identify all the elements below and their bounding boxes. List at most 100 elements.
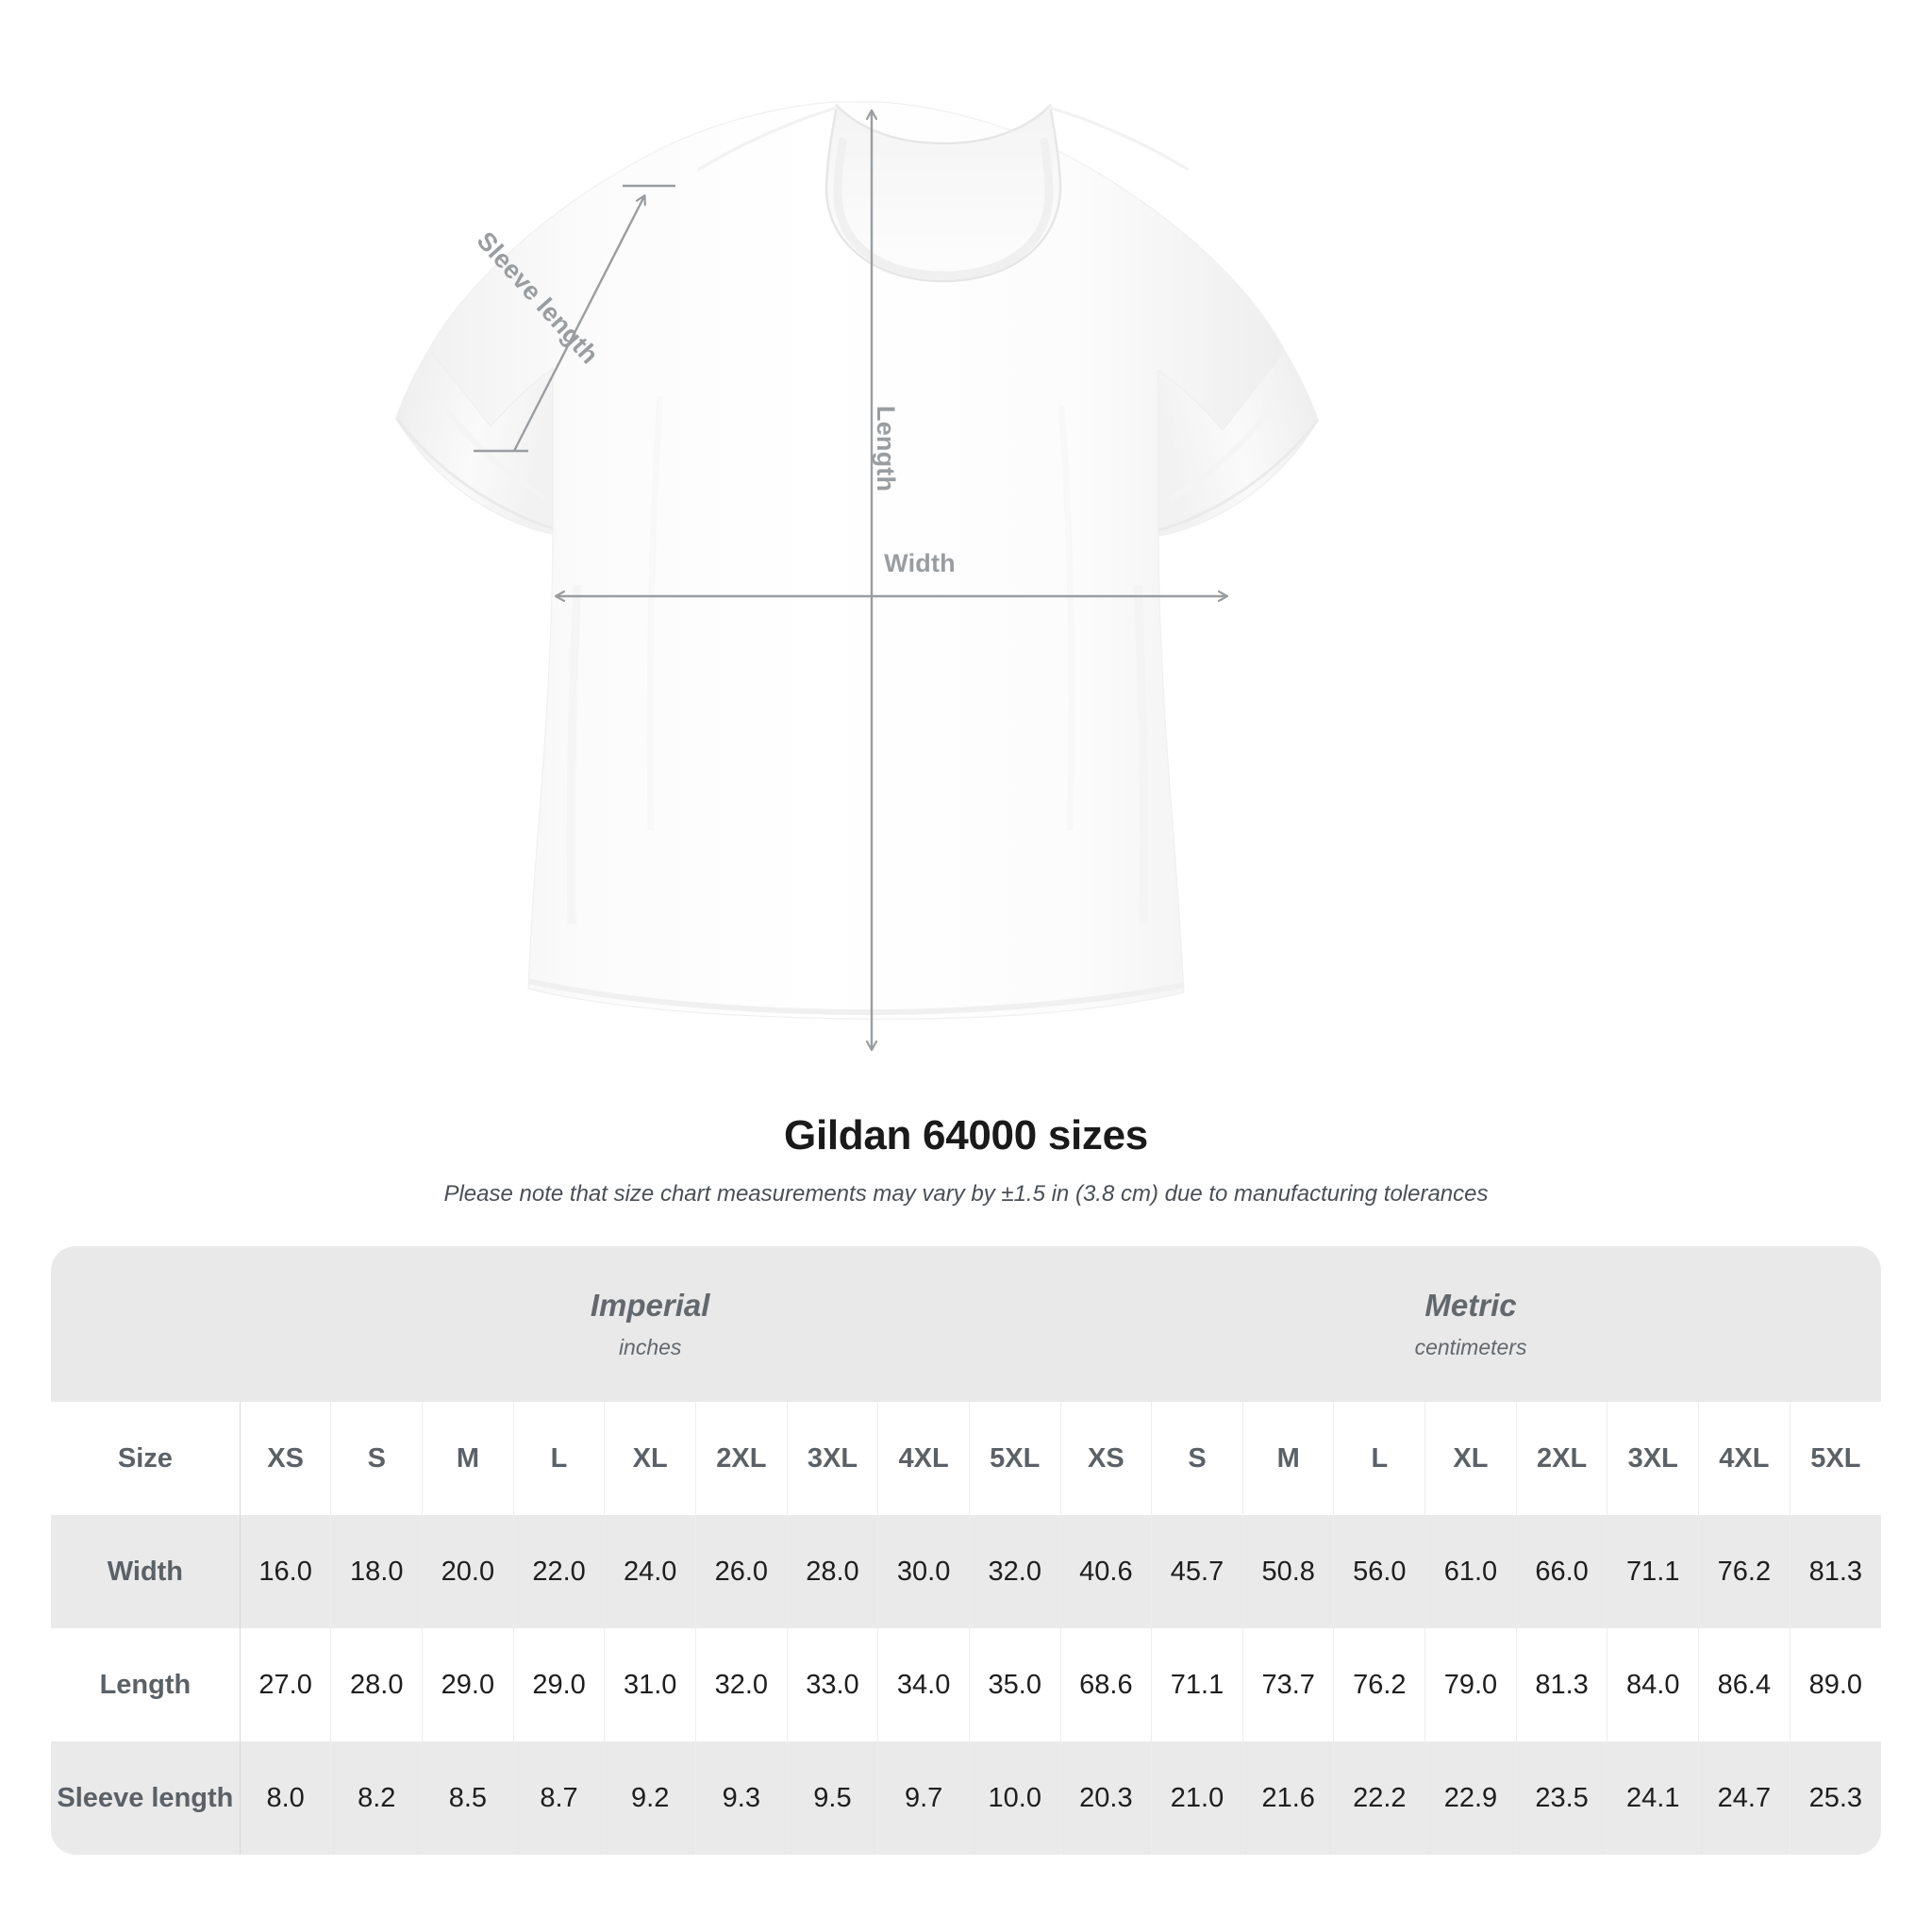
cell-width-metric-xl: 61.0 <box>1424 1515 1517 1629</box>
cell-length-metric-5xl: 89.0 <box>1790 1628 1881 1742</box>
size-chart-table: Imperial inches Metric centimeters Size … <box>51 1246 1881 1856</box>
cell-width-metric-s: 45.7 <box>1151 1515 1243 1629</box>
cell-width-metric-3xl: 71.1 <box>1607 1515 1700 1629</box>
table-row: Length 27.0 28.0 29.0 29.0 31.0 32.0 33.… <box>51 1628 1881 1742</box>
size-col-imperial-2xl: 2XL <box>695 1402 788 1516</box>
size-col-metric-2xl: 2XL <box>1516 1402 1608 1516</box>
cell-length-metric-2xl: 81.3 <box>1516 1628 1608 1742</box>
cell-sleeve-imperial-xl: 9.2 <box>604 1741 696 1856</box>
cell-width-metric-2xl: 66.0 <box>1516 1515 1608 1629</box>
cell-length-imperial-m: 29.0 <box>422 1628 514 1742</box>
size-col-imperial-l: L <box>513 1402 606 1516</box>
cell-length-imperial-4xl: 34.0 <box>877 1628 970 1742</box>
table-row: Sleeve length 8.0 8.2 8.5 8.7 9.2 9.3 9.… <box>51 1741 1881 1856</box>
size-col-imperial-3xl: 3XL <box>787 1402 879 1516</box>
cell-length-imperial-5xl: 35.0 <box>969 1628 1061 1742</box>
cell-length-metric-3xl: 84.0 <box>1607 1628 1700 1742</box>
size-col-imperial-xl: XL <box>604 1402 696 1516</box>
cell-length-imperial-2xl: 32.0 <box>695 1628 788 1742</box>
size-col-metric-5xl: 5XL <box>1790 1402 1881 1516</box>
cell-width-imperial-m: 20.0 <box>422 1515 514 1629</box>
cell-length-metric-m: 73.7 <box>1242 1628 1335 1742</box>
size-col-metric-3xl: 3XL <box>1607 1402 1700 1516</box>
cell-sleeve-imperial-5xl: 10.0 <box>969 1741 1061 1856</box>
cell-width-imperial-xs: 16.0 <box>240 1515 332 1629</box>
cell-length-imperial-xl: 31.0 <box>604 1628 696 1742</box>
tshirt-body-shape <box>394 101 1320 1020</box>
title-block: Gildan 64000 sizes Please note that size… <box>0 1112 1932 1208</box>
unit-group-imperial-name: Imperial <box>590 1287 710 1323</box>
unit-group-imperial: Imperial inches <box>240 1246 1061 1403</box>
cell-width-metric-5xl: 81.3 <box>1790 1515 1881 1629</box>
cell-sleeve-metric-2xl: 23.5 <box>1516 1741 1608 1856</box>
cell-sleeve-metric-xl: 22.9 <box>1424 1741 1517 1856</box>
cell-width-imperial-l: 22.0 <box>513 1515 606 1629</box>
cell-length-imperial-3xl: 33.0 <box>787 1628 879 1742</box>
tshirt-illustration: Width Length Sleeve length <box>394 101 1320 1113</box>
unit-group-header-row: Imperial inches Metric centimeters <box>51 1246 1881 1403</box>
cell-sleeve-imperial-xs: 8.0 <box>240 1741 332 1856</box>
tshirt-diagram <box>394 101 1320 1113</box>
unit-group-metric: Metric centimeters <box>1060 1246 1881 1403</box>
size-col-imperial-m: M <box>422 1402 514 1516</box>
size-col-metric-xl: XL <box>1424 1402 1517 1516</box>
cell-length-metric-4xl: 86.4 <box>1698 1628 1790 1742</box>
row-label-sleeve-length: Sleeve length <box>51 1741 241 1856</box>
cell-sleeve-imperial-m: 8.5 <box>422 1741 514 1856</box>
size-col-imperial-s: S <box>330 1402 424 1516</box>
cell-length-imperial-s: 28.0 <box>330 1628 424 1742</box>
cell-sleeve-imperial-2xl: 9.3 <box>695 1741 788 1856</box>
cell-sleeve-metric-m: 21.6 <box>1242 1741 1335 1856</box>
size-col-imperial-4xl: 4XL <box>877 1402 970 1516</box>
cell-sleeve-imperial-l: 8.7 <box>513 1741 606 1856</box>
measurement-guides <box>474 111 1226 1049</box>
cell-sleeve-imperial-3xl: 9.5 <box>787 1741 879 1856</box>
cell-length-metric-s: 71.1 <box>1151 1628 1243 1742</box>
cell-width-metric-m: 50.8 <box>1242 1515 1335 1629</box>
sleeve-measure-arrow <box>512 196 644 452</box>
cell-width-imperial-4xl: 30.0 <box>877 1515 970 1629</box>
cell-sleeve-metric-4xl: 24.7 <box>1698 1741 1790 1856</box>
tolerance-note: Please note that size chart measurements… <box>443 1181 1489 1208</box>
cell-sleeve-metric-5xl: 25.3 <box>1790 1741 1881 1856</box>
cell-sleeve-imperial-4xl: 9.7 <box>877 1741 970 1856</box>
size-header-label: Size <box>51 1402 241 1516</box>
size-col-metric-m: M <box>1242 1402 1335 1516</box>
size-col-imperial-xs: XS <box>240 1402 332 1516</box>
cell-sleeve-metric-3xl: 24.1 <box>1607 1741 1700 1856</box>
size-col-imperial-5xl: 5XL <box>969 1402 1061 1516</box>
cell-sleeve-metric-s: 21.0 <box>1151 1741 1243 1856</box>
cell-sleeve-metric-l: 22.2 <box>1333 1741 1426 1856</box>
unit-group-metric-name: Metric <box>1424 1287 1517 1323</box>
cell-sleeve-imperial-s: 8.2 <box>330 1741 424 1856</box>
cell-width-imperial-xl: 24.0 <box>604 1515 696 1629</box>
cell-width-metric-xs: 40.6 <box>1060 1515 1153 1629</box>
cell-length-metric-xs: 68.6 <box>1060 1628 1153 1742</box>
cell-length-metric-xl: 79.0 <box>1424 1628 1517 1742</box>
unit-group-imperial-sub: inches <box>618 1335 682 1360</box>
size-col-metric-l: L <box>1333 1402 1426 1516</box>
width-dimension-label: Width <box>884 549 956 577</box>
row-label-length: Length <box>51 1628 241 1742</box>
cell-width-imperial-3xl: 28.0 <box>787 1515 879 1629</box>
cell-length-imperial-l: 29.0 <box>513 1628 606 1742</box>
unit-band-spacer <box>51 1246 241 1403</box>
cell-width-metric-l: 56.0 <box>1333 1515 1426 1629</box>
cell-width-imperial-2xl: 26.0 <box>695 1515 788 1629</box>
cell-width-imperial-5xl: 32.0 <box>969 1515 1061 1629</box>
unit-group-metric-sub: centimeters <box>1414 1335 1527 1360</box>
size-col-metric-4xl: 4XL <box>1698 1402 1790 1516</box>
cell-width-imperial-s: 18.0 <box>330 1515 424 1629</box>
cell-length-metric-l: 76.2 <box>1333 1628 1426 1742</box>
size-header-row: Size XS S M L XL 2XL 3XL 4XL 5XL XS S M … <box>51 1402 1881 1516</box>
page-title: Gildan 64000 sizes <box>784 1112 1148 1158</box>
cell-length-imperial-xs: 27.0 <box>240 1628 332 1742</box>
cell-sleeve-metric-xs: 20.3 <box>1060 1741 1153 1856</box>
row-label-width: Width <box>51 1515 241 1629</box>
size-col-metric-s: S <box>1151 1402 1243 1516</box>
size-chart-table-wrapper: Imperial inches Metric centimeters Size … <box>51 1246 1881 1856</box>
cell-width-metric-4xl: 76.2 <box>1698 1515 1790 1629</box>
table-row: Width 16.0 18.0 20.0 22.0 24.0 26.0 28.0… <box>51 1515 1881 1629</box>
size-col-metric-xs: XS <box>1060 1402 1153 1516</box>
length-dimension-label: Length <box>872 406 900 492</box>
